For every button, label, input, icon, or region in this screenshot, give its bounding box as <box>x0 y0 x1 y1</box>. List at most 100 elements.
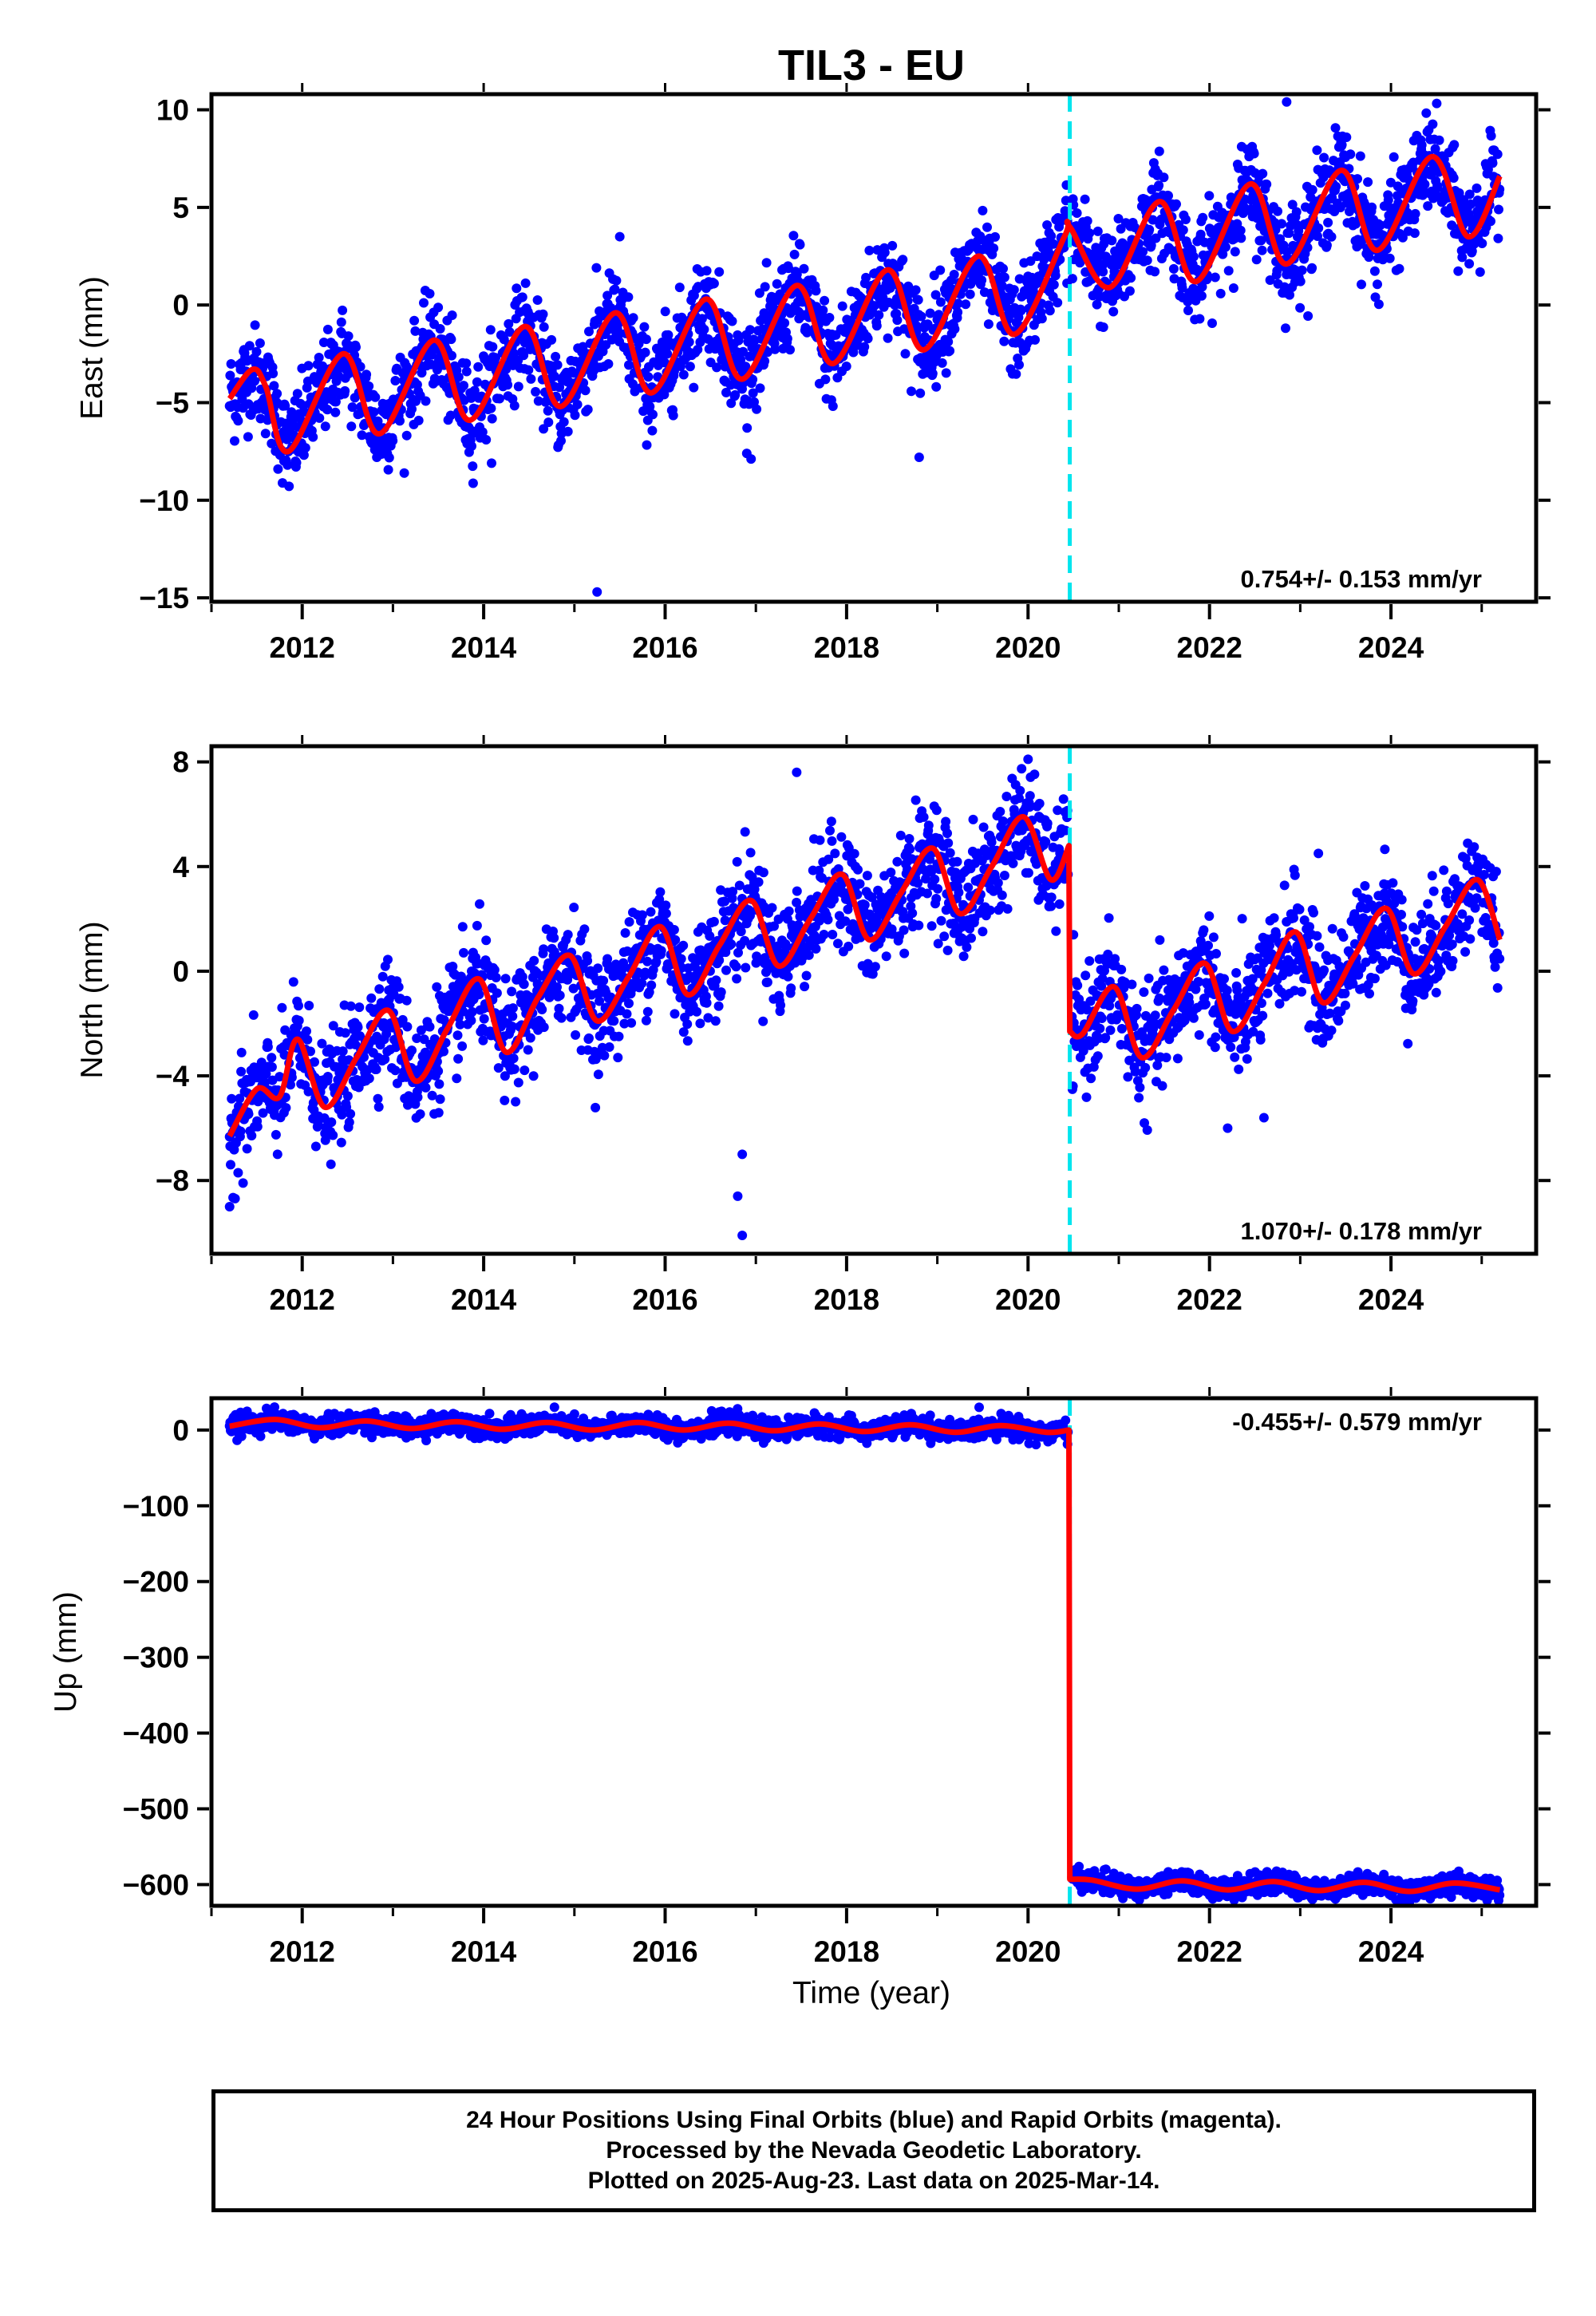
east-point <box>999 272 1009 283</box>
north-point <box>1086 1073 1096 1084</box>
north-point <box>936 915 946 926</box>
north-point <box>407 1045 417 1056</box>
north-point <box>1078 1045 1088 1056</box>
north-point <box>867 969 878 979</box>
north-point <box>830 848 840 859</box>
east-point <box>780 318 790 328</box>
north-point <box>1116 1024 1127 1034</box>
north-point <box>862 871 872 881</box>
north-point <box>1297 986 1306 997</box>
east-point <box>949 270 959 279</box>
east-point <box>551 351 561 362</box>
east-point <box>384 453 394 463</box>
east-point <box>685 362 695 372</box>
east-point <box>346 421 357 432</box>
east-point <box>1197 282 1207 292</box>
north-point <box>1203 940 1213 951</box>
north-point <box>563 930 573 940</box>
east-point <box>572 399 583 409</box>
east-y-tick-label: −5 <box>156 386 189 419</box>
north-point <box>1309 907 1318 918</box>
north-point <box>968 814 978 824</box>
east-point <box>900 349 911 359</box>
north-point <box>1130 1066 1140 1077</box>
east-point <box>727 316 737 326</box>
east-point <box>1144 224 1155 235</box>
east-point <box>526 373 536 384</box>
north-point <box>907 908 918 919</box>
east-point <box>1341 132 1352 142</box>
north-point <box>618 958 629 968</box>
north-point <box>479 1014 489 1024</box>
east-outlier-point <box>592 587 602 597</box>
north-point <box>1410 937 1420 947</box>
north-point <box>705 931 715 941</box>
north-point <box>646 980 657 990</box>
north-point <box>985 905 995 915</box>
east-point <box>883 333 893 343</box>
north-point <box>380 1054 390 1065</box>
north-point <box>474 990 484 1000</box>
north-point <box>377 971 388 982</box>
north-point <box>529 955 539 966</box>
north-point <box>1188 1013 1199 1023</box>
east-point <box>473 362 484 372</box>
east-point <box>1410 208 1420 219</box>
east-point <box>931 381 942 392</box>
east-y-tick-label: 0 <box>172 289 189 322</box>
east-point <box>1195 229 1206 239</box>
north-point <box>1080 970 1091 981</box>
east-point <box>1142 255 1152 266</box>
east-point <box>669 366 679 377</box>
east-point <box>390 376 401 385</box>
north-point <box>1134 1093 1144 1103</box>
east-point <box>284 481 294 492</box>
north-point <box>853 864 863 875</box>
north-point <box>734 880 745 891</box>
east-point <box>413 415 424 425</box>
north-point <box>481 935 492 946</box>
north-point <box>962 942 972 952</box>
east-point <box>1454 188 1464 198</box>
east-point <box>486 403 496 413</box>
north-point <box>1053 805 1063 816</box>
east-point <box>1357 279 1366 290</box>
east-point <box>1282 247 1292 257</box>
north-point <box>931 805 942 816</box>
east-point <box>748 374 758 385</box>
north-point <box>383 954 393 965</box>
north-point <box>786 983 796 994</box>
north-point <box>1271 930 1282 940</box>
east-point <box>1178 225 1188 235</box>
east-point <box>1080 194 1090 204</box>
east-point <box>269 381 279 391</box>
east-point <box>584 326 594 337</box>
east-point <box>230 436 239 446</box>
east-rate-label: 0.754+/- 0.153 mm/yr <box>1241 565 1482 593</box>
east-point <box>308 432 318 442</box>
east-point <box>369 407 379 417</box>
north-point <box>492 988 502 998</box>
east-point <box>1421 108 1432 118</box>
north-point <box>1132 1003 1142 1014</box>
north-point <box>1191 984 1201 994</box>
north-point <box>642 956 653 966</box>
north-point <box>593 963 603 974</box>
east-point <box>639 322 650 332</box>
north-point <box>716 987 726 998</box>
east-point <box>684 337 694 347</box>
north-point <box>1105 1025 1116 1035</box>
north-point <box>1242 1053 1252 1064</box>
east-point <box>1464 209 1474 219</box>
east-point <box>755 383 765 393</box>
east-point <box>648 409 658 420</box>
east-point <box>291 457 302 468</box>
east-point <box>1423 201 1433 211</box>
north-point <box>1348 978 1358 989</box>
north-point <box>579 924 590 935</box>
north-point <box>275 1072 285 1082</box>
north-point <box>1412 925 1422 935</box>
north-point <box>467 1006 477 1017</box>
east-point <box>1397 232 1408 243</box>
